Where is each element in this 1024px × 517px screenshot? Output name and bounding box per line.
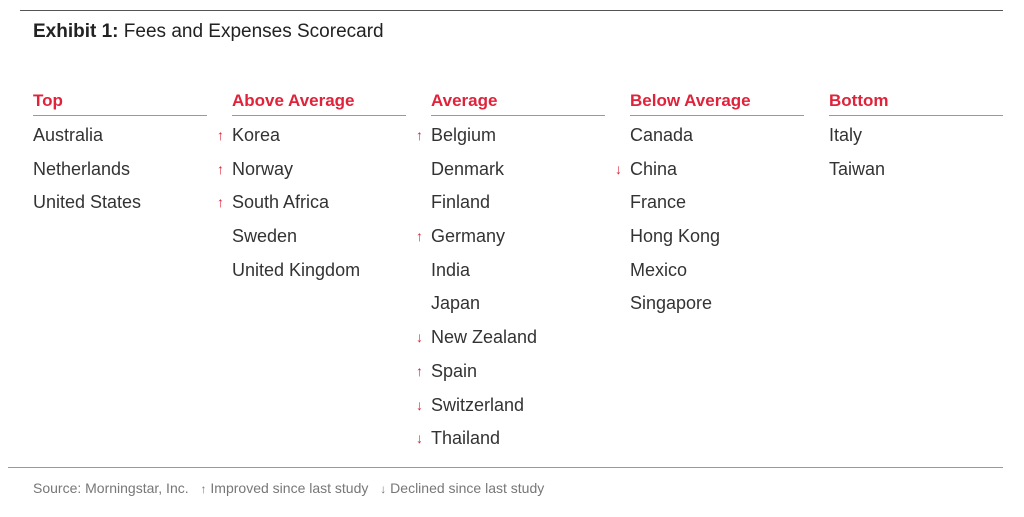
country-name: Norway (232, 158, 294, 179)
country-name: Belgium (431, 125, 497, 145)
country-name: Korea (232, 125, 281, 145)
country-name: Taiwan (829, 158, 886, 179)
source-footer: Source: Morningstar, Inc. ↑ Improved sin… (33, 478, 544, 499)
trend-arrow-icon: ↓ (416, 329, 423, 346)
list-item: ↑ Norway (217, 154, 406, 188)
trend-arrow-icon: ↑ (416, 228, 423, 245)
list-item: United Kingdom (232, 255, 406, 289)
down-arrow-icon: ↓ (380, 482, 387, 496)
list-item: ↑ South Africa (217, 187, 406, 221)
country-name: Switzerland (431, 394, 525, 415)
country-name: Sweden (232, 226, 298, 247)
column-below-average: Below Average Canada ↓ China France Hong … (615, 88, 804, 322)
list-item: ↑ Spain (416, 356, 605, 390)
country-name: Germany (431, 226, 506, 247)
trend-arrow-icon: ↓ (416, 430, 423, 447)
trend-arrow-icon: ↑ (416, 362, 423, 379)
column-header: Bottom (829, 88, 1003, 116)
list-item: Sweden (232, 221, 406, 255)
column-list: ↑ Korea ↑ Norway ↑ South Africa Sweden Unit… (217, 120, 406, 289)
country-name: France (630, 192, 687, 213)
list-item: Australia (33, 120, 207, 154)
country-name: Japan (431, 293, 481, 314)
country-name: Denmark (431, 158, 505, 179)
column-list: Italy Taiwan (829, 120, 1003, 187)
legend-improved: ↑ Improved since last study (201, 480, 373, 496)
column-header: Average (431, 88, 605, 116)
list-item: Italy (829, 120, 1003, 154)
country-name: Canada (630, 125, 694, 145)
country-name: India (431, 259, 471, 280)
list-item: ↓ New Zealand (416, 322, 605, 356)
column-bottom: Bottom Italy Taiwan (829, 88, 1003, 187)
exhibit-title: Exhibit 1: Fees and Expenses Scorecard (33, 20, 384, 44)
legend-declined-label: Declined since last study (390, 480, 545, 496)
bottom-rule (8, 467, 1003, 468)
country-name: Finland (431, 192, 491, 213)
list-item: Mexico (630, 255, 804, 289)
exhibit-label: Exhibit 1: (33, 21, 119, 42)
column-header: Above Average (232, 88, 406, 116)
list-item: ↓ China (615, 154, 804, 188)
trend-arrow-icon: ↓ (416, 396, 423, 413)
country-name: Hong Kong (630, 226, 721, 247)
list-item: ↓ Thailand (416, 423, 605, 457)
list-item: ↓ Switzerland (416, 390, 605, 424)
source-note: Source: Morningstar, Inc. (33, 480, 189, 496)
trend-arrow-icon: ↑ (217, 194, 224, 211)
trend-arrow-icon: ↑ (217, 160, 224, 177)
list-item: Denmark (431, 154, 605, 188)
list-item: United States (33, 187, 207, 221)
country-name: China (630, 158, 678, 179)
country-name: United Kingdom (232, 259, 361, 280)
column-average: Average ↑ Belgium Denmark Finland ↑ German… (416, 88, 605, 457)
list-item: Finland (431, 187, 605, 221)
list-item: Netherlands (33, 154, 207, 188)
list-item: Canada (630, 120, 804, 154)
column-list: ↑ Belgium Denmark Finland ↑ Germany India … (416, 120, 605, 457)
country-name: New Zealand (431, 327, 538, 348)
column-header: Below Average (630, 88, 804, 116)
list-item: Singapore (630, 288, 804, 322)
country-name: Italy (829, 125, 863, 145)
list-item: France (630, 187, 804, 221)
list-item: Hong Kong (630, 221, 804, 255)
country-name: South Africa (232, 192, 330, 213)
country-name: Singapore (630, 293, 713, 314)
column-header: Top (33, 88, 207, 116)
country-name: Australia (33, 125, 104, 145)
column-top: Top Australia Netherlands United States (33, 88, 207, 221)
country-name: Spain (431, 360, 478, 381)
trend-arrow-icon: ↑ (416, 127, 423, 143)
list-item: ↑ Belgium (416, 120, 605, 154)
country-name: Thailand (431, 428, 501, 449)
country-name: Netherlands (33, 158, 131, 179)
column-above-average: Above Average ↑ Korea ↑ Norway ↑ South Afri… (217, 88, 406, 289)
top-rule (20, 10, 1003, 11)
country-name: Mexico (630, 259, 688, 280)
column-list: Australia Netherlands United States (33, 120, 207, 221)
exhibit-title-text: Fees and Expenses Scorecard (123, 21, 384, 42)
list-item: India (431, 255, 605, 289)
list-item: Japan (431, 288, 605, 322)
list-item: ↑ Korea (217, 120, 406, 154)
trend-arrow-icon: ↑ (217, 127, 224, 143)
legend-improved-label: Improved since last study (210, 480, 369, 496)
trend-arrow-icon: ↓ (615, 160, 622, 177)
list-item: ↑ Germany (416, 221, 605, 255)
legend-declined: ↓ Declined since last study (380, 480, 544, 496)
up-arrow-icon: ↑ (200, 482, 207, 496)
column-list: Canada ↓ China France Hong Kong Mexico Si… (615, 120, 804, 322)
country-name: United States (33, 192, 142, 213)
list-item: Taiwan (829, 154, 1003, 188)
